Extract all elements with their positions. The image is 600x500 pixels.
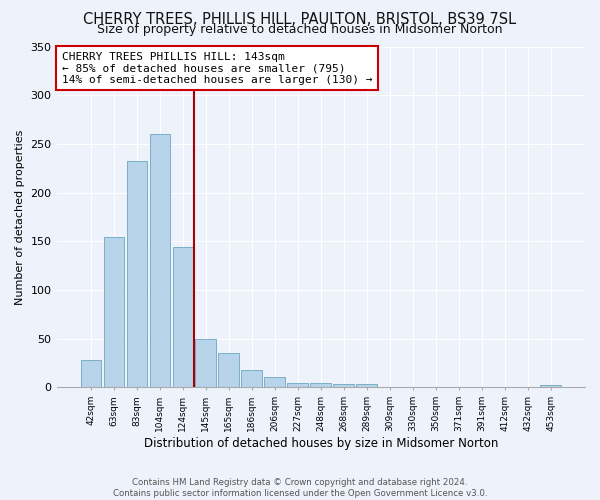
- Bar: [334, 384, 354, 388]
- Bar: [265, 376, 285, 388]
- Bar: [310, 382, 331, 388]
- Text: Size of property relative to detached houses in Midsomer Norton: Size of property relative to detached ho…: [97, 22, 503, 36]
- Text: CHERRY TREES, PHILLIS HILL, PAULTON, BRISTOL, BS39 7SL: CHERRY TREES, PHILLIS HILL, PAULTON, BRI…: [83, 12, 517, 28]
- Bar: [287, 382, 308, 388]
- Bar: [540, 384, 561, 388]
- Text: CHERRY TREES PHILLIS HILL: 143sqm
← 85% of detached houses are smaller (795)
14%: CHERRY TREES PHILLIS HILL: 143sqm ← 85% …: [62, 52, 373, 85]
- Bar: [80, 360, 101, 388]
- Bar: [104, 238, 124, 388]
- Bar: [218, 354, 239, 388]
- Text: Contains HM Land Registry data © Crown copyright and database right 2024.
Contai: Contains HM Land Registry data © Crown c…: [113, 478, 487, 498]
- Bar: [149, 134, 170, 388]
- Bar: [127, 162, 147, 388]
- Bar: [196, 338, 216, 388]
- X-axis label: Distribution of detached houses by size in Midsomer Norton: Distribution of detached houses by size …: [143, 437, 498, 450]
- Bar: [173, 247, 193, 388]
- Y-axis label: Number of detached properties: Number of detached properties: [15, 130, 25, 304]
- Bar: [241, 370, 262, 388]
- Bar: [356, 384, 377, 388]
